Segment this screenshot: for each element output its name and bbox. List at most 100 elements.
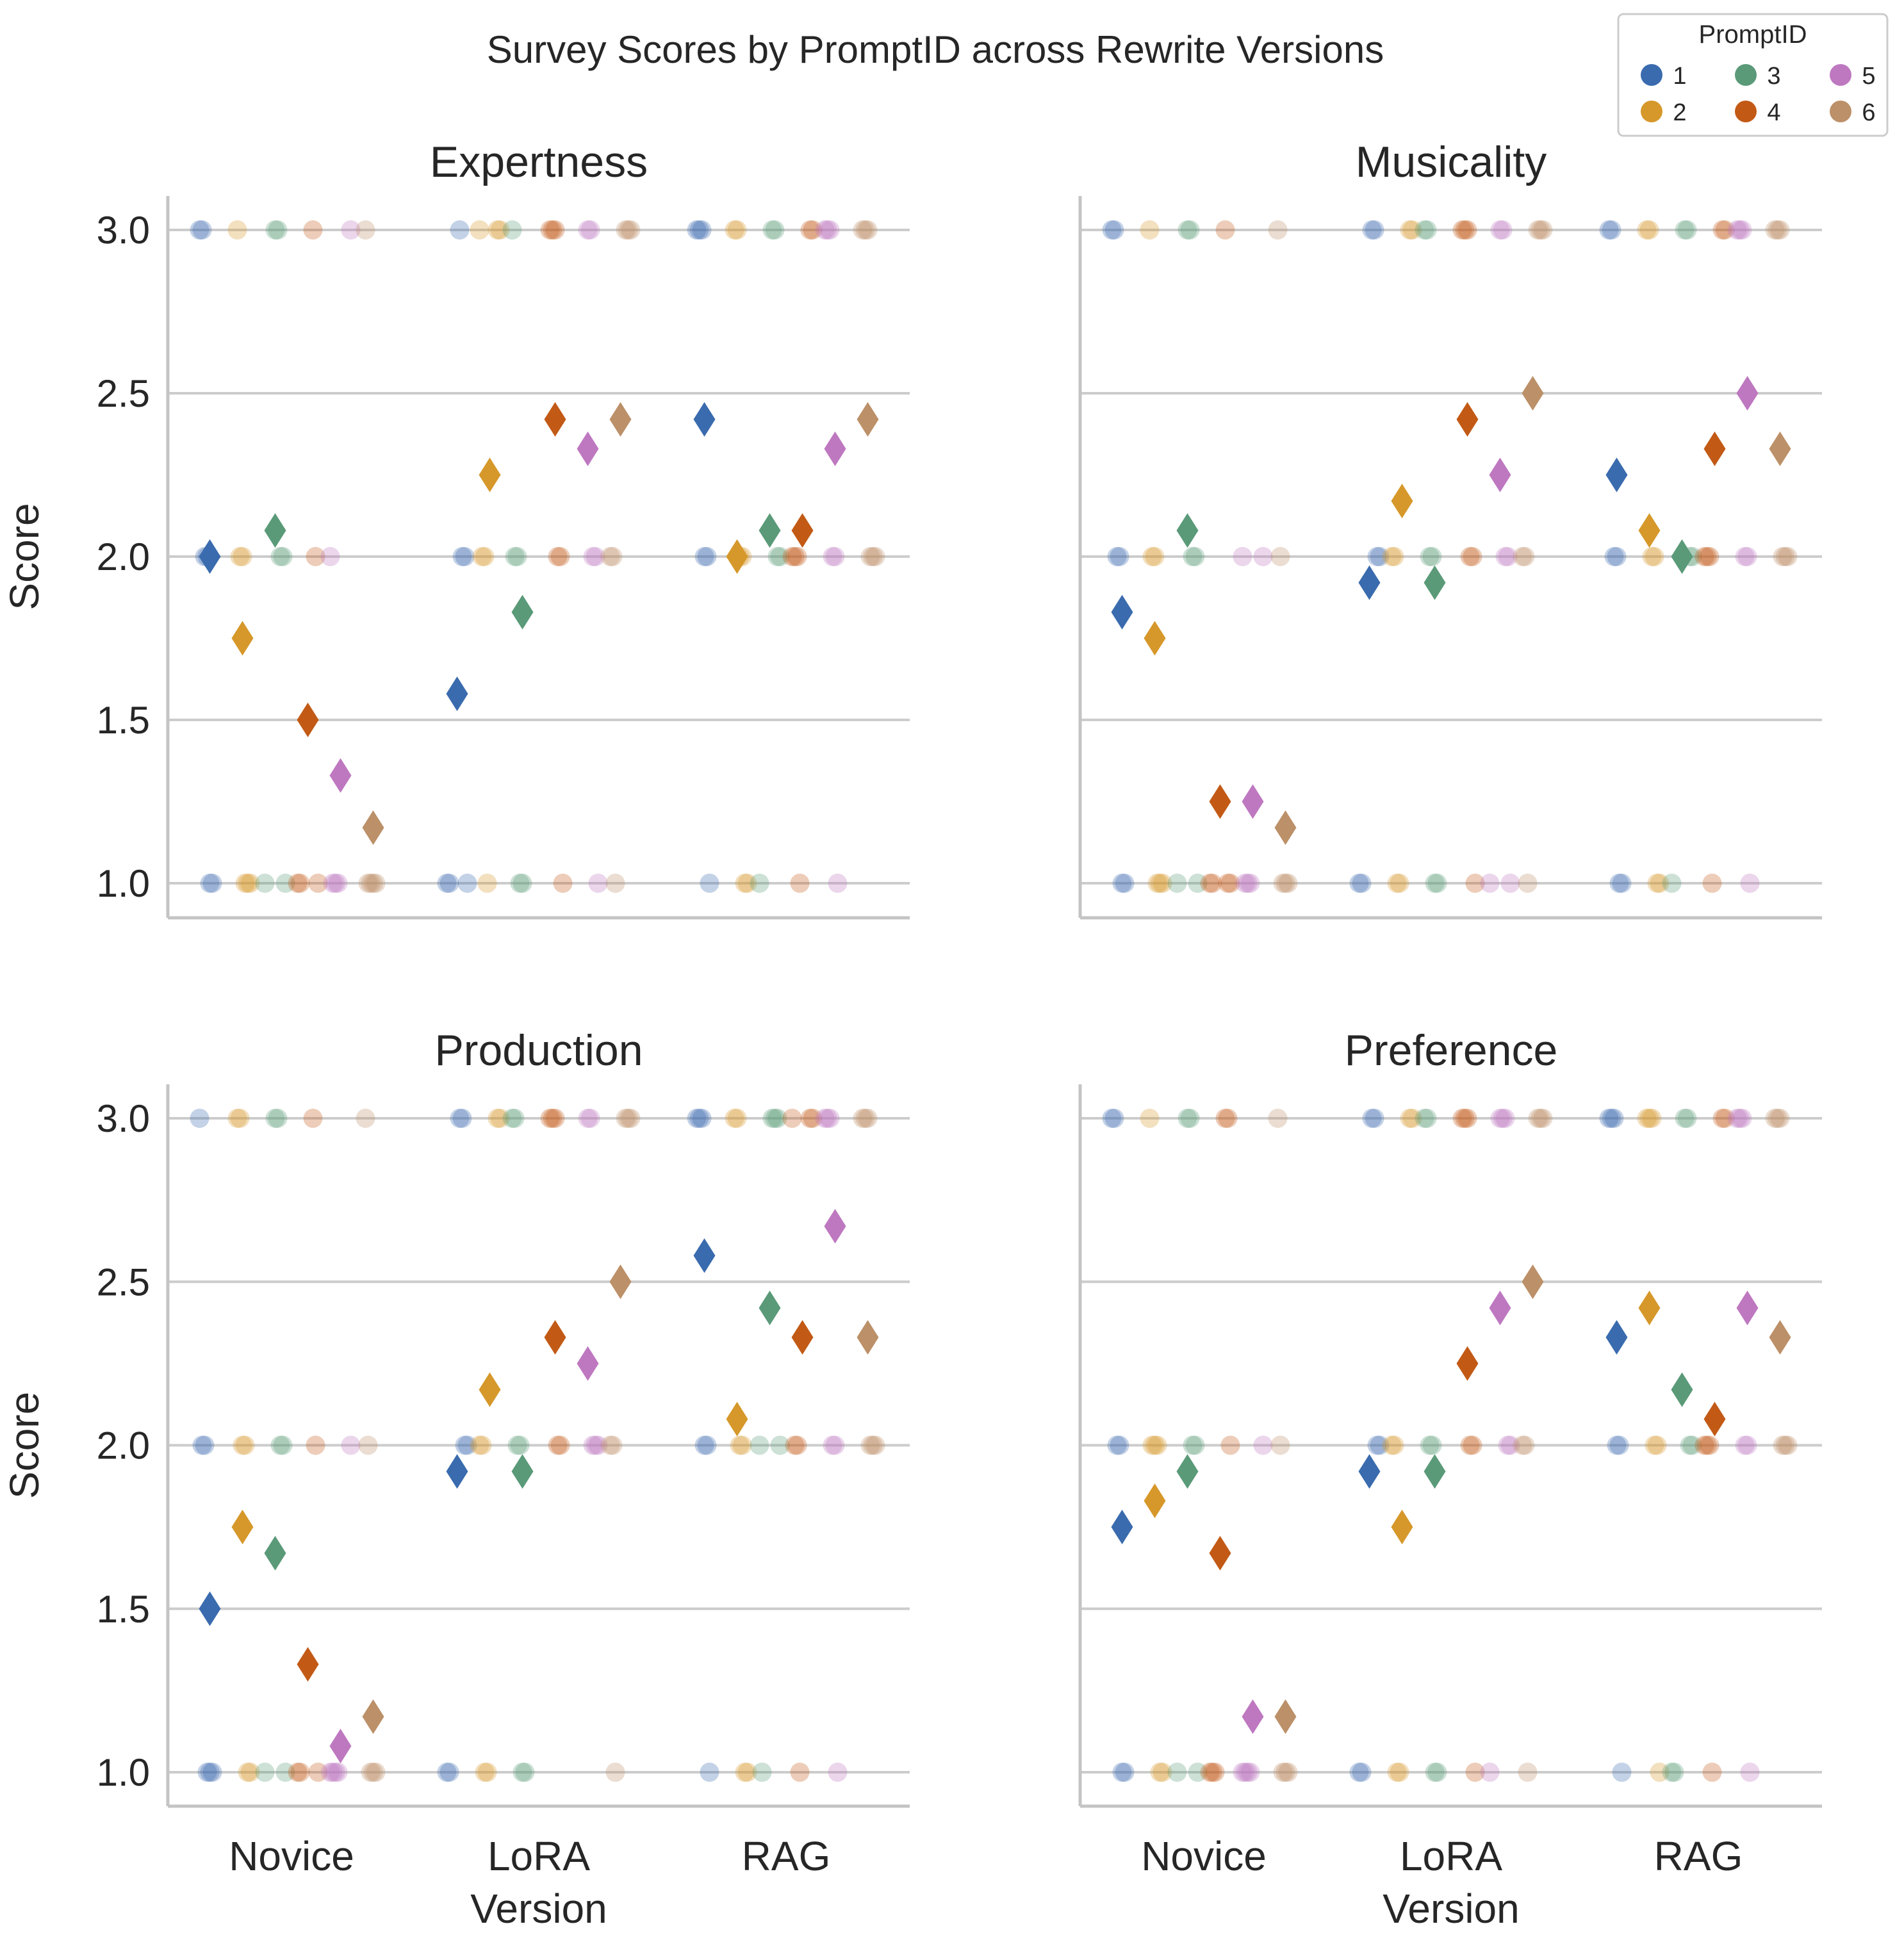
response-dot bbox=[1183, 547, 1202, 566]
response-dot bbox=[725, 1109, 744, 1128]
response-dot bbox=[502, 1109, 522, 1128]
response-dot bbox=[1115, 874, 1135, 893]
mean-marker bbox=[1489, 457, 1511, 493]
response-dot bbox=[472, 547, 492, 566]
response-dot bbox=[1202, 1763, 1222, 1782]
panel-title: Musicality bbox=[1356, 138, 1547, 186]
mean-marker bbox=[297, 703, 319, 737]
response-dot bbox=[1110, 1435, 1129, 1455]
response-dot bbox=[323, 1763, 343, 1782]
response-dot bbox=[600, 1435, 620, 1455]
response-dot bbox=[488, 220, 507, 240]
response-dot bbox=[820, 1109, 840, 1128]
response-dot bbox=[694, 1435, 714, 1455]
legend-swatch-6 bbox=[1830, 101, 1851, 122]
y-tick-label: 2.0 bbox=[97, 1424, 150, 1467]
response-dot bbox=[1420, 547, 1440, 566]
response-dot bbox=[1427, 874, 1447, 893]
response-dot bbox=[233, 1435, 252, 1455]
response-dot bbox=[1712, 220, 1732, 240]
mean-marker bbox=[1703, 431, 1726, 466]
mean-marker bbox=[1176, 1454, 1199, 1489]
response-dot bbox=[1240, 874, 1260, 893]
mean-marker bbox=[231, 621, 254, 656]
response-dot bbox=[510, 874, 530, 893]
response-dot bbox=[1415, 1109, 1434, 1128]
response-dot bbox=[1452, 220, 1472, 240]
response-dot bbox=[1697, 1435, 1717, 1455]
response-dot bbox=[255, 874, 275, 893]
response-dot bbox=[1637, 1109, 1657, 1128]
mean-marker bbox=[479, 1372, 501, 1407]
response-dot bbox=[306, 1435, 325, 1455]
response-dot bbox=[450, 220, 470, 240]
y-tick-label: 3.0 bbox=[97, 1097, 150, 1140]
response-dot bbox=[1390, 874, 1409, 893]
response-dot bbox=[1607, 1435, 1627, 1455]
response-dot bbox=[1533, 1109, 1553, 1128]
response-dot bbox=[1604, 1109, 1624, 1128]
response-dot bbox=[1677, 220, 1697, 240]
response-dot bbox=[737, 874, 757, 893]
response-dot bbox=[1400, 220, 1420, 240]
x-axis-label: Version bbox=[470, 1886, 607, 1932]
panel-musicality: Musicality bbox=[1078, 138, 1822, 920]
response-dot bbox=[233, 547, 252, 566]
mean-marker bbox=[1144, 1483, 1166, 1519]
panel-title: Production bbox=[434, 1026, 643, 1075]
x-tick-label: LoRA bbox=[488, 1833, 590, 1879]
response-dot bbox=[1732, 1109, 1752, 1128]
response-dot bbox=[1147, 874, 1167, 893]
response-dot bbox=[341, 1435, 361, 1455]
mean-marker bbox=[1638, 513, 1661, 548]
mean-marker bbox=[544, 1320, 566, 1355]
response-dot bbox=[1205, 1763, 1225, 1782]
response-dot bbox=[320, 547, 340, 566]
response-dot bbox=[603, 1435, 623, 1455]
response-dot bbox=[1112, 874, 1132, 893]
response-dot bbox=[1460, 547, 1480, 566]
response-dot bbox=[457, 1435, 477, 1455]
response-dot bbox=[820, 220, 840, 240]
response-dot bbox=[578, 220, 598, 240]
response-dot bbox=[815, 220, 835, 240]
response-dot bbox=[815, 1109, 835, 1128]
y-tick-label: 2.0 bbox=[97, 535, 150, 578]
response-dot bbox=[1682, 1435, 1702, 1455]
response-dot bbox=[1528, 220, 1548, 240]
response-dot bbox=[800, 1109, 820, 1128]
response-dot bbox=[268, 1109, 288, 1128]
response-dot bbox=[1349, 1763, 1369, 1782]
response-dot bbox=[727, 1109, 747, 1128]
response-dot bbox=[1107, 547, 1127, 566]
response-dot bbox=[1180, 220, 1200, 240]
response-dot bbox=[863, 1435, 883, 1455]
legend-label: 2 bbox=[1673, 99, 1686, 126]
mean-marker bbox=[759, 513, 781, 548]
response-dot bbox=[621, 220, 641, 240]
response-dot bbox=[1533, 220, 1553, 240]
response-dot bbox=[1500, 1435, 1520, 1455]
response-dot bbox=[1480, 874, 1500, 893]
response-dot bbox=[192, 1435, 212, 1455]
mean-marker bbox=[1274, 1699, 1297, 1734]
mean-marker bbox=[1703, 1401, 1726, 1437]
response-dot bbox=[1180, 1109, 1200, 1128]
response-dot bbox=[1387, 1763, 1407, 1782]
response-dot bbox=[1770, 1109, 1790, 1128]
response-dot bbox=[240, 1763, 260, 1782]
response-dot bbox=[190, 220, 209, 240]
response-dot bbox=[825, 1435, 845, 1455]
response-dot bbox=[1142, 1435, 1162, 1455]
response-dot bbox=[1460, 1435, 1480, 1455]
response-dot bbox=[308, 874, 328, 893]
response-dot bbox=[548, 547, 568, 566]
mean-marker bbox=[693, 402, 716, 437]
response-dot bbox=[513, 874, 532, 893]
response-dot bbox=[1702, 1763, 1722, 1782]
response-dot bbox=[1278, 874, 1298, 893]
y-tick-label: 2.5 bbox=[97, 1260, 150, 1303]
response-dot bbox=[1463, 547, 1482, 566]
response-dot bbox=[452, 1109, 472, 1128]
response-dot bbox=[1493, 220, 1513, 240]
